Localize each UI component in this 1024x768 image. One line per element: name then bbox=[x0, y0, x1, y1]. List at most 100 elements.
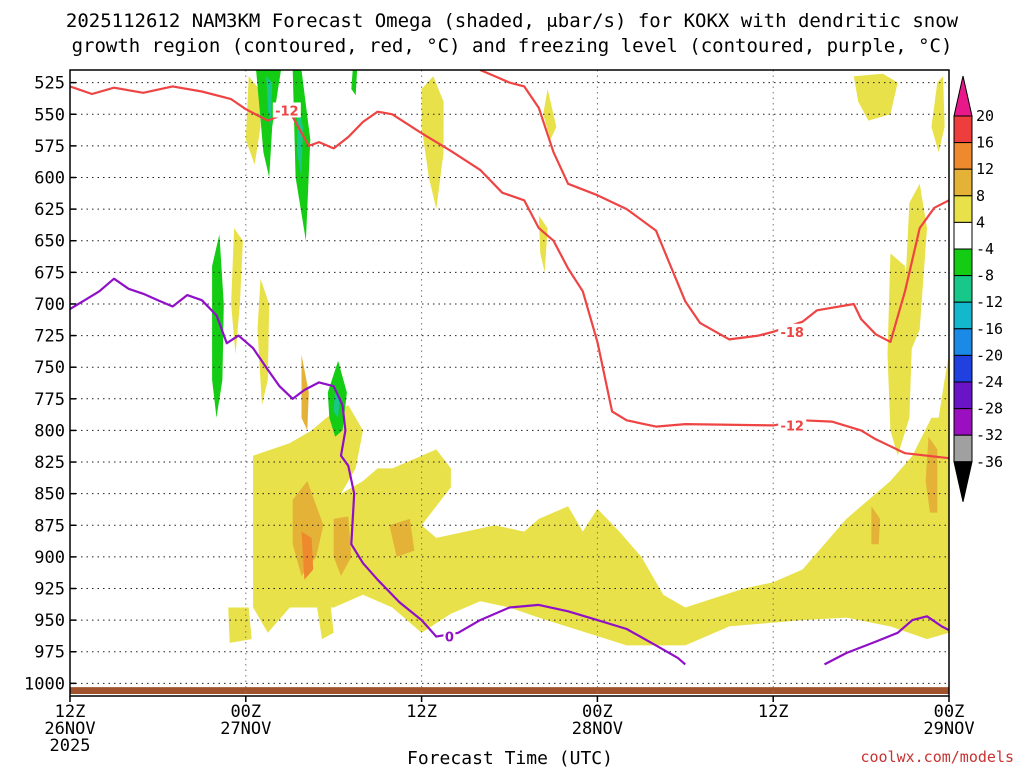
x-tick-label-h0-1: 26NOV bbox=[44, 719, 95, 739]
colorbar-arrow-top bbox=[953, 75, 973, 117]
contour--18-1 bbox=[479, 70, 949, 343]
y-tick-label-975: 975 bbox=[34, 643, 65, 663]
colorbar-band-5 bbox=[953, 221, 973, 250]
y-tick-label-850: 850 bbox=[34, 485, 65, 505]
omega-region-11 bbox=[257, 278, 270, 406]
omega-region-20 bbox=[301, 531, 314, 580]
terrain-layer bbox=[70, 687, 949, 694]
y-tick-label-825: 825 bbox=[34, 453, 65, 473]
colorbar-band-7 bbox=[953, 275, 973, 303]
y-tick-label-950: 950 bbox=[34, 611, 65, 631]
x-tick-label-h12-0: 00Z bbox=[230, 702, 261, 722]
y-tick-label-875: 875 bbox=[34, 516, 65, 536]
omega-region-12 bbox=[228, 607, 252, 643]
contour-label-bg-1 bbox=[778, 323, 807, 339]
x-tick-label-h36-1: 28NOV bbox=[572, 719, 623, 739]
y-tick-label-800: 800 bbox=[34, 421, 65, 441]
omega-region-24 bbox=[212, 234, 224, 418]
colorbar-band-2 bbox=[953, 142, 973, 170]
contour-label-bg-2 bbox=[778, 417, 807, 433]
colorbar-label-4: 4 bbox=[976, 213, 985, 231]
contour-label-bg-3 bbox=[443, 628, 456, 644]
y-tick-label-725: 725 bbox=[34, 327, 65, 347]
y-tick-label-600: 600 bbox=[34, 168, 65, 188]
x-tick-label-h48-0: 12Z bbox=[758, 702, 789, 722]
terrain-band bbox=[70, 687, 949, 694]
colorbar-label-5: -4 bbox=[976, 240, 994, 258]
omega-region-8 bbox=[245, 76, 261, 165]
colorbar-arrow-bottom bbox=[953, 461, 973, 502]
colorbar-band-8 bbox=[953, 301, 973, 330]
colorbar-band-13 bbox=[953, 434, 973, 463]
omega-region-19 bbox=[871, 506, 881, 545]
omega-shading-layer bbox=[212, 70, 949, 646]
omega-region-9 bbox=[538, 215, 548, 273]
colorbar-band-9 bbox=[953, 328, 973, 356]
y-tick-label-750: 750 bbox=[34, 358, 65, 378]
y-tick-label-575: 575 bbox=[34, 137, 65, 157]
y-tick-label-900: 900 bbox=[34, 548, 65, 568]
x-tick-label-h0-0: 12Z bbox=[55, 702, 86, 722]
contour-0-2 bbox=[70, 277, 687, 666]
x-tick-label-h24-0: 12Z bbox=[406, 702, 437, 722]
x-tick-label-h12-1: 27NOV bbox=[220, 719, 271, 739]
plot-frame bbox=[69, 69, 950, 697]
colorbar-band-1 bbox=[953, 115, 973, 144]
omega-region-1 bbox=[937, 354, 949, 557]
colorbar-label-10: -24 bbox=[976, 373, 1003, 391]
contour-0-3 bbox=[823, 615, 949, 666]
colorbar-band-10 bbox=[953, 354, 973, 383]
omega-region-5 bbox=[853, 73, 898, 121]
contour-label-0: -12 bbox=[275, 104, 299, 119]
colorbar-label-13: -36 bbox=[976, 453, 1003, 471]
colorbar: 20 16 12 8 4 -4 -8 -12 -16 -20 -24 -28 -32 -36 bbox=[953, 75, 1003, 502]
omega-region-10 bbox=[231, 228, 243, 355]
contour--12-0 bbox=[70, 85, 949, 460]
x-axis-title: Forecast Time (UTC) bbox=[407, 748, 613, 768]
x-tick-label-h36-0: 00Z bbox=[582, 702, 613, 722]
omega-region-16 bbox=[333, 516, 352, 576]
y-tick-label-775: 775 bbox=[34, 390, 65, 410]
omega-region-14 bbox=[292, 481, 324, 576]
contour-label-3: 0 bbox=[445, 631, 454, 646]
contour-label-2: -12 bbox=[780, 419, 804, 434]
colorbar-label-9: -20 bbox=[976, 346, 1003, 364]
colorbar-label-1: 16 bbox=[976, 134, 994, 152]
chart-title-line1: 2025112612 NAM3KM Forecast Omega (shaded… bbox=[66, 10, 959, 32]
colorbar-label-3: 8 bbox=[976, 187, 985, 205]
colorbar-label-8: -16 bbox=[976, 320, 1003, 338]
omega-region-26 bbox=[266, 76, 273, 127]
colorbar-label-2: 12 bbox=[976, 160, 994, 178]
omega-region-0 bbox=[253, 405, 949, 646]
x-tick-label-h60-1: 29NOV bbox=[923, 719, 974, 739]
contour-label-layer: -12 -18 -12 0 bbox=[272, 102, 807, 646]
colorbar-label-12: -32 bbox=[976, 426, 1003, 444]
x-tick-label-h60-0: 00Z bbox=[934, 702, 965, 722]
y-tick-label-625: 625 bbox=[34, 200, 65, 220]
site-credit: coolwx.com/models bbox=[860, 748, 1014, 766]
colorbar-label-6: -8 bbox=[976, 267, 994, 285]
colorbar-band-4 bbox=[953, 195, 973, 223]
colorbar-band-3 bbox=[953, 168, 973, 197]
omega-region-6 bbox=[421, 76, 444, 210]
omega-region-27 bbox=[297, 101, 303, 178]
y-tick-label-925: 925 bbox=[34, 580, 65, 600]
colorbar-band-6 bbox=[953, 248, 973, 277]
omega-region-28 bbox=[333, 386, 340, 418]
y-tick-label-525: 525 bbox=[34, 74, 65, 94]
colorbar-band-12 bbox=[953, 408, 973, 436]
omega-region-4 bbox=[931, 76, 945, 153]
omega-region-17 bbox=[389, 518, 415, 557]
y-tick-label-675: 675 bbox=[34, 263, 65, 283]
x-tick-label-h0-2: 2025 bbox=[50, 736, 91, 756]
colorbar-label-7: -12 bbox=[976, 293, 1003, 311]
contour-layer bbox=[70, 70, 949, 666]
y-tick-label-550: 550 bbox=[34, 105, 65, 125]
y-axis: 525 550 575 600 625 650 675 700 725 750 775 800 825 8… bbox=[24, 74, 76, 694]
colorbar-label-0: 20 bbox=[976, 107, 994, 125]
omega-region-23 bbox=[351, 70, 358, 96]
y-tick-label-1000: 1000 bbox=[24, 674, 65, 694]
colorbar-band-11 bbox=[953, 381, 973, 410]
